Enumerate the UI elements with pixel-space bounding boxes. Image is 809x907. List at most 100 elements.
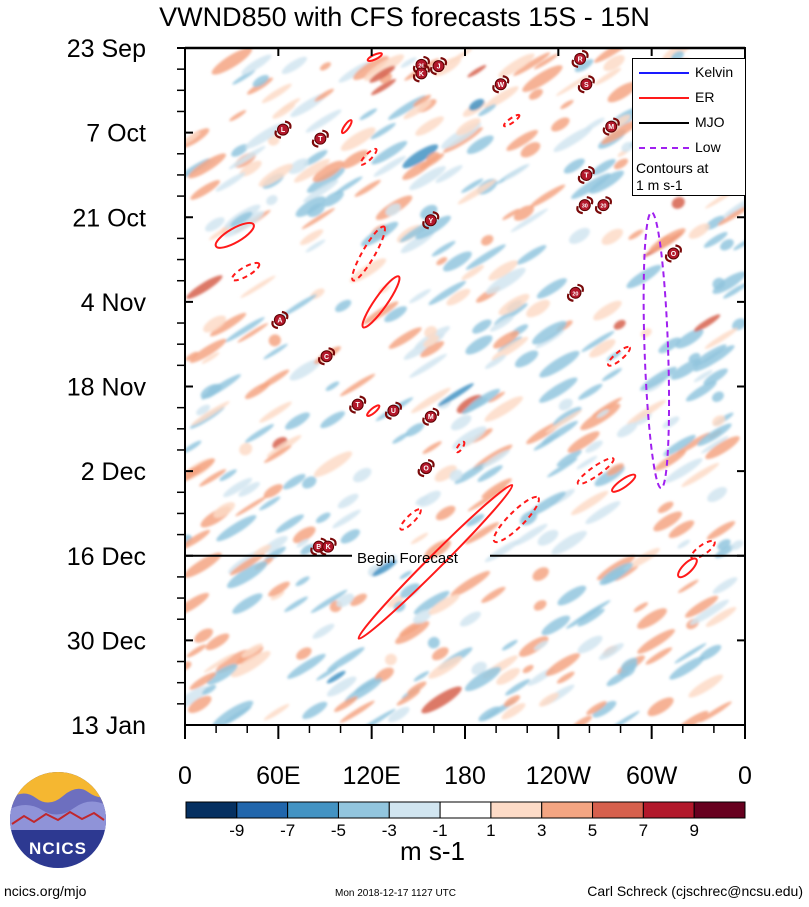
colorbar-swatch bbox=[541, 801, 594, 819]
anomaly-patch bbox=[202, 684, 217, 695]
x-tick-label: 60W bbox=[626, 762, 678, 790]
anomaly-patch bbox=[423, 335, 440, 348]
anomaly-patch bbox=[396, 690, 421, 706]
anomaly-patch bbox=[314, 88, 334, 102]
anomaly-patch bbox=[223, 477, 253, 498]
colorbar-swatch bbox=[592, 801, 644, 819]
cyclone-eye bbox=[314, 132, 327, 145]
anomaly-patch bbox=[409, 353, 447, 378]
cyclone-arm bbox=[577, 283, 584, 293]
cyclone-arm bbox=[566, 293, 574, 302]
anomaly-patch bbox=[712, 277, 725, 290]
y-tick-label: 4 Nov bbox=[81, 289, 147, 317]
legend-note-line: 1 m s-1 bbox=[636, 177, 683, 193]
forecast-marker: Begin Forecast bbox=[185, 550, 745, 567]
anomaly-patch bbox=[294, 158, 330, 183]
anomaly-patch bbox=[551, 117, 570, 132]
anomaly-patch bbox=[199, 469, 227, 487]
anomaly-patch bbox=[677, 539, 691, 549]
anomaly-patch bbox=[185, 351, 199, 361]
anomaly-patch bbox=[241, 643, 263, 658]
anomaly-patch bbox=[185, 685, 210, 710]
tropical-cyclone-icon: M bbox=[422, 407, 440, 426]
anomaly-patch bbox=[209, 312, 247, 337]
anomaly-patch bbox=[424, 326, 437, 338]
cyclone-label: A bbox=[277, 318, 282, 325]
anomaly-patch bbox=[229, 552, 266, 576]
cyclone-eye bbox=[578, 199, 591, 212]
tropical-cyclone-icon: T bbox=[349, 395, 367, 414]
anomaly-patch bbox=[238, 481, 260, 497]
anomaly-patch bbox=[653, 511, 683, 532]
anomaly-patch bbox=[501, 703, 526, 720]
cyclone-eye bbox=[351, 398, 364, 411]
cyclone-label: T bbox=[318, 136, 323, 143]
colorbar-tick-label: 7 bbox=[639, 821, 648, 840]
anomaly-patch bbox=[467, 486, 508, 512]
anomaly-patch bbox=[703, 232, 728, 248]
anomaly-patch bbox=[421, 686, 462, 714]
anomaly-patch bbox=[388, 706, 410, 723]
footer-timestamp: Mon 2018-12-17 1127 UTC bbox=[335, 888, 456, 899]
cyclone-eye bbox=[605, 120, 618, 133]
anomaly-patch bbox=[185, 552, 222, 578]
anomaly-patch bbox=[279, 98, 301, 112]
anomaly-patch bbox=[501, 639, 518, 651]
anomaly-patch bbox=[384, 653, 397, 666]
anomaly-patch bbox=[263, 445, 292, 463]
anomaly-patch bbox=[301, 208, 335, 230]
anomaly-patch bbox=[305, 109, 342, 133]
anomaly-patch bbox=[567, 431, 600, 453]
legend-box: Kelvin ER MJO Low Contours at 1 m s-1 bbox=[632, 58, 746, 196]
cyclone-label: 30 bbox=[582, 204, 588, 210]
anomaly-patch bbox=[413, 94, 431, 107]
x-tick-label: 120E bbox=[342, 762, 400, 790]
cyclone-arm bbox=[311, 139, 319, 148]
cyclone-label: L bbox=[281, 127, 286, 134]
anomaly-patch bbox=[196, 404, 211, 416]
anomaly-patch bbox=[527, 491, 566, 517]
tropical-cyclone-icon: 26 bbox=[412, 55, 430, 75]
er-contour bbox=[351, 225, 386, 282]
anomaly-patch bbox=[428, 656, 463, 679]
tropical-cyclone-icon: K bbox=[319, 537, 337, 556]
cyclone-eye bbox=[277, 123, 289, 136]
footer-url[interactable]: ncics.org/mjo bbox=[4, 883, 87, 899]
anomaly-patch bbox=[237, 323, 269, 343]
anomaly-patch bbox=[481, 586, 506, 603]
anomaly-patch bbox=[450, 570, 491, 597]
cyclone-label: K bbox=[326, 544, 331, 551]
anomaly-patch bbox=[471, 661, 487, 675]
tropical-cyclone-icon: L bbox=[274, 120, 292, 139]
anomaly-patch bbox=[518, 636, 549, 657]
cyclone-label: 26 bbox=[418, 63, 424, 69]
tropical-cyclone-icon: T bbox=[311, 129, 329, 148]
anomaly-patch bbox=[466, 513, 485, 527]
anomaly-patch bbox=[556, 671, 575, 684]
cyclone-arm bbox=[422, 417, 429, 426]
cyclone-label: O bbox=[423, 466, 429, 473]
anomaly-patch bbox=[489, 315, 514, 332]
cyclone-label: R bbox=[578, 56, 583, 63]
cyclone-arm bbox=[423, 64, 430, 73]
legend-label: Kelvin bbox=[695, 64, 734, 80]
anomaly-patch bbox=[674, 643, 707, 664]
anomaly-patch bbox=[448, 48, 473, 64]
anomaly-patch bbox=[466, 135, 494, 155]
anomaly-patch bbox=[409, 166, 446, 191]
cyclone-arm bbox=[664, 254, 672, 263]
anomaly-patch bbox=[677, 579, 699, 593]
anomaly-patch bbox=[717, 204, 745, 226]
cyclone-eye bbox=[574, 52, 587, 65]
cyclone-arm bbox=[602, 127, 610, 136]
anomaly-patch bbox=[585, 440, 603, 453]
anomaly-patch bbox=[452, 426, 487, 450]
anomaly-patch bbox=[560, 99, 574, 110]
cyclone-eye bbox=[387, 404, 400, 417]
cyclone-label: W bbox=[497, 82, 504, 89]
anomaly-patch bbox=[355, 708, 396, 725]
y-tick-label: 13 Jan bbox=[71, 712, 146, 740]
anomaly-patch bbox=[232, 69, 256, 85]
cyclone-arm bbox=[571, 59, 579, 68]
anomaly-patch bbox=[413, 609, 432, 624]
